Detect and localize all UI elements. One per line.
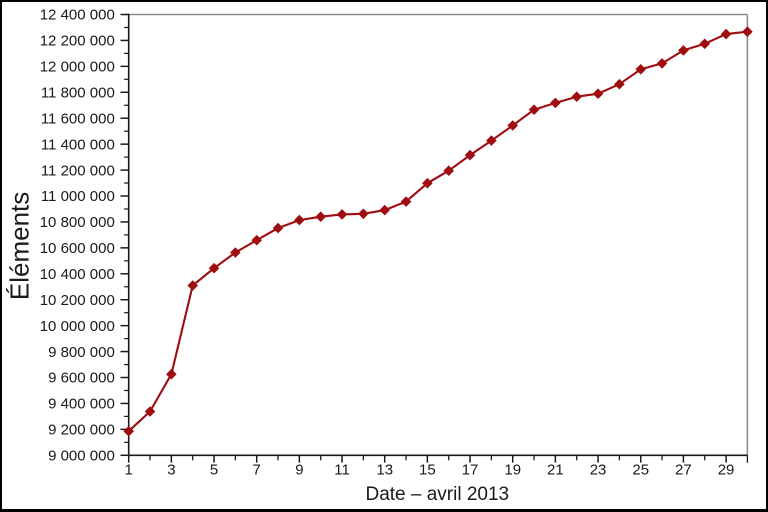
- svg-text:25: 25: [632, 462, 649, 479]
- svg-text:Éléments: Éléments: [5, 192, 35, 300]
- svg-text:9: 9: [295, 462, 303, 479]
- svg-text:12 200 000: 12 200 000: [40, 33, 115, 50]
- svg-text:10 400 000: 10 400 000: [40, 266, 115, 283]
- svg-text:21: 21: [547, 462, 564, 479]
- svg-text:9 200 000: 9 200 000: [48, 422, 115, 439]
- svg-text:29: 29: [718, 462, 735, 479]
- svg-text:9 600 000: 9 600 000: [48, 370, 115, 387]
- svg-text:12 400 000: 12 400 000: [40, 7, 115, 24]
- svg-text:17: 17: [462, 462, 479, 479]
- svg-text:10 600 000: 10 600 000: [40, 240, 115, 257]
- svg-text:9 400 000: 9 400 000: [48, 396, 115, 413]
- svg-text:23: 23: [590, 462, 607, 479]
- svg-text:5: 5: [210, 462, 218, 479]
- svg-text:12 000 000: 12 000 000: [40, 59, 115, 76]
- svg-text:1: 1: [125, 462, 133, 479]
- svg-text:11 000 000: 11 000 000: [41, 188, 115, 205]
- svg-text:7: 7: [253, 462, 261, 479]
- svg-text:11: 11: [334, 462, 350, 479]
- svg-text:11 200 000: 11 200 000: [41, 162, 115, 179]
- svg-text:9 000 000: 9 000 000: [48, 448, 115, 465]
- svg-text:13: 13: [376, 462, 393, 479]
- svg-text:10 800 000: 10 800 000: [40, 214, 115, 231]
- svg-text:3: 3: [167, 462, 175, 479]
- svg-text:11 400 000: 11 400 000: [41, 136, 115, 153]
- svg-text:10 000 000: 10 000 000: [40, 318, 115, 335]
- svg-text:27: 27: [675, 462, 692, 479]
- svg-text:15: 15: [419, 462, 436, 479]
- svg-text:10 200 000: 10 200 000: [40, 292, 115, 309]
- svg-text:9 800 000: 9 800 000: [48, 344, 115, 361]
- svg-text:Date – avril 2013: Date – avril 2013: [365, 484, 509, 505]
- svg-text:19: 19: [504, 462, 521, 479]
- svg-text:11 600 000: 11 600 000: [41, 110, 115, 127]
- svg-text:11 800 000: 11 800 000: [41, 84, 115, 101]
